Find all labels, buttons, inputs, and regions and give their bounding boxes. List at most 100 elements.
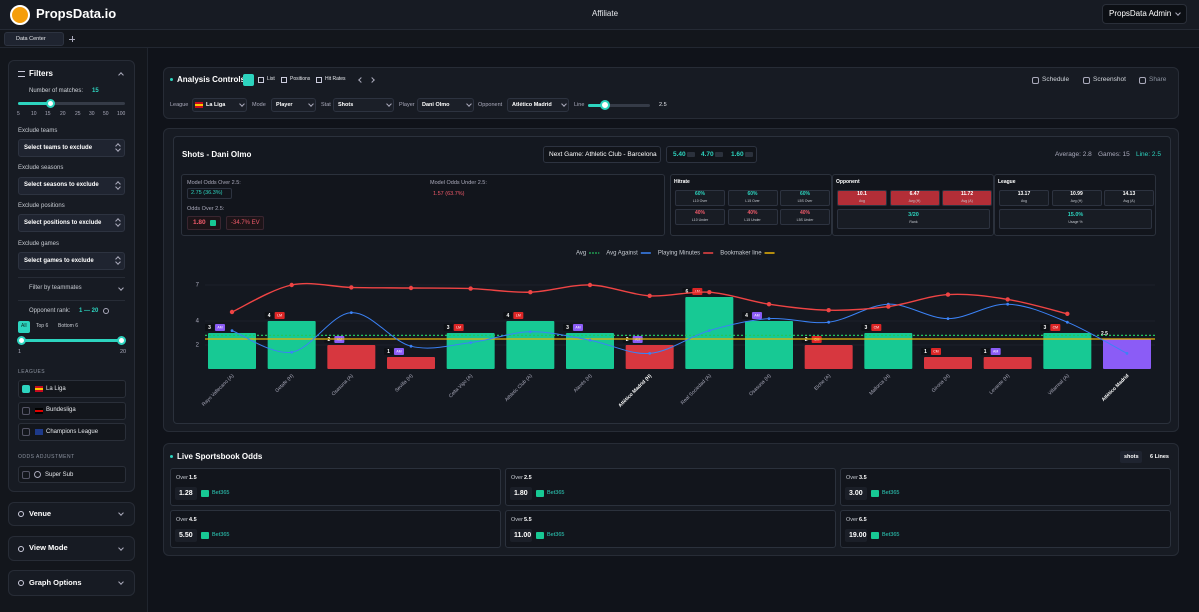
stat-label: Rank — [909, 220, 918, 225]
odds-price: 5.50 — [179, 531, 193, 539]
field-select[interactable] — [271, 98, 316, 112]
opp-rank-label: Opponent rank: — [29, 307, 71, 314]
book-logo — [201, 532, 209, 539]
action-button[interactable]: Screenshot — [1093, 76, 1126, 84]
odds-card[interactable] — [505, 510, 836, 548]
line-point — [528, 330, 532, 334]
view-button[interactable]: List — [267, 76, 275, 83]
super-sub-label: Super Sub — [45, 471, 74, 478]
value-label: 4 — [745, 313, 748, 319]
tab[interactable] — [4, 32, 64, 46]
line-point — [707, 329, 711, 332]
user-button[interactable] — [1102, 4, 1187, 24]
collapsed-panel[interactable] — [8, 502, 135, 526]
view-button[interactable]: Hit Rates — [325, 76, 346, 83]
stat-value: 40% — [747, 210, 758, 217]
league-row[interactable] — [18, 423, 126, 441]
league-name: Bundesliga — [46, 407, 76, 414]
value-badge — [205, 324, 214, 331]
field-value: La Liga — [206, 101, 226, 108]
line-point — [289, 282, 294, 288]
book-logo — [210, 220, 216, 226]
panel-icon — [18, 511, 24, 517]
odds-card[interactable] — [840, 510, 1171, 548]
odds-over: Over — [846, 474, 858, 481]
action-icon — [1083, 77, 1090, 84]
position-label: AM — [396, 349, 401, 353]
teammates-label[interactable]: Filter by teammates — [29, 284, 82, 291]
top-bar — [0, 0, 1199, 30]
x-tick-label: Osasuna (A) — [331, 373, 355, 397]
odds-card[interactable] — [840, 468, 1171, 506]
exclude-select[interactable] — [18, 139, 125, 157]
line-series — [231, 303, 1128, 354]
action-button[interactable]: Schedule — [1042, 76, 1070, 84]
chart-view-button[interactable] — [243, 74, 254, 86]
value-label: 3 — [208, 325, 211, 331]
odds-over: Over — [511, 474, 523, 481]
panel-title: Venue — [29, 508, 52, 518]
line-point — [648, 352, 652, 355]
field-select[interactable] — [333, 98, 394, 112]
bar — [804, 345, 853, 369]
action-button[interactable]: Share — [1149, 76, 1167, 84]
legend-label: Playing Minutes — [658, 251, 700, 257]
value-badge — [563, 324, 572, 331]
controls-title: Analysis Controls — [177, 74, 246, 84]
field-select[interactable] — [192, 98, 247, 112]
league-row[interactable] — [18, 380, 126, 398]
collapsed-panel[interactable] — [8, 570, 135, 596]
line-knob[interactable] — [600, 100, 610, 110]
book-logo — [201, 490, 209, 497]
slider-tick: 10 — [31, 111, 37, 118]
field-select[interactable] — [417, 98, 474, 112]
position-label: AM — [754, 313, 759, 317]
field-select[interactable] — [507, 98, 569, 112]
rank-knob[interactable] — [17, 336, 26, 345]
bar — [506, 321, 555, 369]
view-button[interactable]: Positions — [290, 76, 311, 83]
exclude-select[interactable] — [18, 252, 125, 271]
odds-card[interactable] — [170, 468, 501, 506]
slider-knob[interactable] — [46, 99, 55, 108]
line-point — [766, 302, 772, 307]
rank-tab[interactable] — [18, 321, 30, 333]
value-label: 4 — [506, 313, 509, 319]
bar — [685, 297, 734, 369]
odds-price: 3.00 — [849, 489, 863, 497]
x-tick-label: Sevilla (H) — [394, 373, 415, 394]
exclude-select[interactable] — [18, 214, 125, 233]
odds-over: Over — [176, 516, 188, 523]
league-row[interactable] — [18, 401, 126, 420]
nav-link[interactable]: Affiliate — [591, 8, 619, 18]
value-label: 2.5 — [1101, 331, 1108, 337]
stat-value: 60% — [747, 191, 758, 198]
rank-max: 20 — [120, 348, 127, 355]
position-badge — [573, 324, 583, 331]
value-label: 1 — [984, 349, 987, 355]
stat-label: Avg — [859, 199, 865, 204]
next-game-box — [543, 146, 661, 163]
odds-card[interactable] — [505, 468, 836, 506]
exclude-select[interactable] — [18, 176, 125, 195]
chart-title: Shots - Dani Olmo — [182, 149, 252, 159]
line-point — [349, 311, 353, 314]
odds-card[interactable] — [170, 510, 501, 548]
tag-box — [1120, 451, 1142, 463]
value-label: 2 — [805, 337, 808, 343]
line-point — [468, 286, 473, 291]
line-value: 2.5 — [659, 101, 667, 108]
rank-knob[interactable] — [117, 336, 126, 345]
line-point — [1125, 352, 1129, 355]
line-point — [408, 285, 414, 291]
x-tick-label: Real Sociedad (A) — [680, 373, 713, 406]
checkbox[interactable] — [22, 385, 30, 393]
checkbox[interactable] — [22, 428, 30, 436]
collapsed-panel[interactable] — [8, 536, 135, 561]
exclude-select-text: Select teams to exclude — [24, 144, 93, 151]
y-tick-label: 4 — [196, 319, 200, 325]
checkbox[interactable] — [22, 471, 30, 479]
stat-cell — [675, 190, 725, 206]
super-sub-row[interactable] — [18, 466, 126, 483]
checkbox[interactable] — [22, 406, 30, 415]
